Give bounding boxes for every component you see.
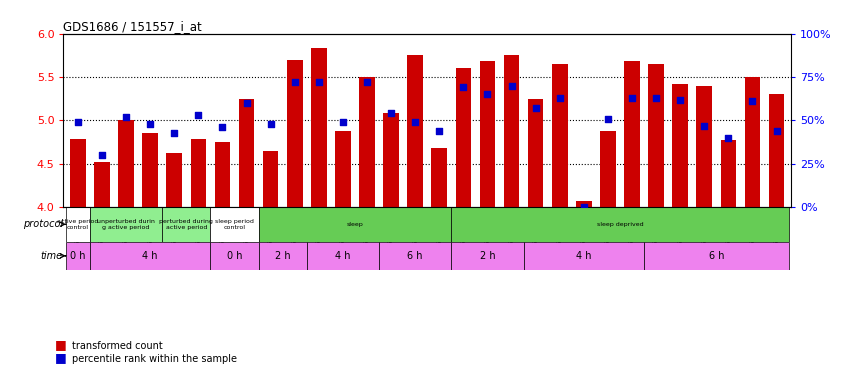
Bar xyxy=(287,60,303,207)
Bar xyxy=(576,201,591,207)
Bar xyxy=(66,207,90,242)
Point xyxy=(745,98,759,104)
Bar xyxy=(167,153,182,207)
Bar xyxy=(142,134,158,207)
Bar xyxy=(696,86,712,207)
Point xyxy=(625,95,639,101)
Bar xyxy=(480,62,495,207)
Text: 2 h: 2 h xyxy=(275,251,290,261)
Point xyxy=(384,111,398,117)
Text: protocol: protocol xyxy=(23,219,66,230)
Bar xyxy=(94,162,110,207)
Bar xyxy=(408,56,423,207)
Bar xyxy=(379,242,451,270)
Point xyxy=(697,123,711,129)
Point xyxy=(457,84,470,90)
Point xyxy=(432,128,446,134)
Text: 2 h: 2 h xyxy=(480,251,495,261)
Text: time: time xyxy=(41,251,66,261)
Bar xyxy=(721,140,736,207)
Bar xyxy=(673,84,688,207)
Point xyxy=(264,121,277,127)
Bar xyxy=(503,56,519,207)
Point xyxy=(650,95,663,101)
Bar xyxy=(744,77,761,207)
Text: GDS1686 / 151557_i_at: GDS1686 / 151557_i_at xyxy=(63,20,202,33)
Point xyxy=(481,92,494,98)
Bar xyxy=(360,77,375,207)
Text: transformed count: transformed count xyxy=(72,340,162,351)
Point xyxy=(529,105,542,111)
Point xyxy=(602,116,615,122)
Text: sleep deprived: sleep deprived xyxy=(596,222,643,227)
Point xyxy=(119,114,133,120)
Bar xyxy=(90,242,211,270)
Bar xyxy=(239,99,255,207)
Point xyxy=(288,79,301,85)
Point xyxy=(239,100,253,106)
Text: percentile rank within the sample: percentile rank within the sample xyxy=(72,354,237,364)
Bar xyxy=(600,131,616,207)
Bar xyxy=(383,114,399,207)
Point xyxy=(168,129,181,135)
Bar xyxy=(190,140,206,207)
Point xyxy=(673,97,687,103)
Bar xyxy=(211,242,259,270)
Point xyxy=(553,95,567,101)
Bar xyxy=(259,207,451,242)
Text: ■: ■ xyxy=(55,338,67,351)
Text: 4 h: 4 h xyxy=(142,251,158,261)
Bar xyxy=(259,242,307,270)
Point xyxy=(577,204,591,210)
Point xyxy=(71,119,85,125)
Text: unperturbed durin
g active period: unperturbed durin g active period xyxy=(97,219,155,230)
Point xyxy=(96,152,109,158)
Bar xyxy=(307,242,379,270)
Text: 6 h: 6 h xyxy=(709,251,724,261)
Text: ■: ■ xyxy=(55,351,67,364)
Text: perturbed during
active period: perturbed during active period xyxy=(159,219,213,230)
Point xyxy=(409,119,422,125)
Point xyxy=(144,121,157,127)
Text: 4 h: 4 h xyxy=(576,251,591,261)
Bar xyxy=(263,151,278,207)
Bar xyxy=(90,207,162,242)
Bar xyxy=(66,242,90,270)
Bar xyxy=(528,99,543,207)
Text: sleep: sleep xyxy=(347,222,363,227)
Point xyxy=(312,79,326,85)
Text: sleep period
control: sleep period control xyxy=(215,219,254,230)
Text: 4 h: 4 h xyxy=(335,251,350,261)
Bar xyxy=(769,94,784,207)
Point xyxy=(216,124,229,130)
Bar xyxy=(624,62,640,207)
Bar xyxy=(118,120,134,207)
Text: 0 h: 0 h xyxy=(227,251,242,261)
Point xyxy=(770,128,783,134)
Bar xyxy=(311,48,327,207)
Bar xyxy=(215,142,230,207)
Point xyxy=(191,112,205,118)
Point xyxy=(505,83,519,89)
Bar xyxy=(70,140,85,207)
Text: 6 h: 6 h xyxy=(408,251,423,261)
Bar xyxy=(335,131,351,207)
Bar xyxy=(451,242,524,270)
Bar xyxy=(455,68,471,207)
Text: active period
control: active period control xyxy=(58,219,99,230)
Bar xyxy=(552,64,568,207)
Bar xyxy=(644,242,788,270)
Bar xyxy=(162,207,211,242)
Point xyxy=(360,79,374,85)
Text: 0 h: 0 h xyxy=(70,251,85,261)
Bar xyxy=(211,207,259,242)
Bar xyxy=(451,207,788,242)
Point xyxy=(722,135,735,141)
Bar xyxy=(648,64,664,207)
Bar xyxy=(524,242,644,270)
Point xyxy=(336,119,349,125)
Bar xyxy=(431,148,447,207)
